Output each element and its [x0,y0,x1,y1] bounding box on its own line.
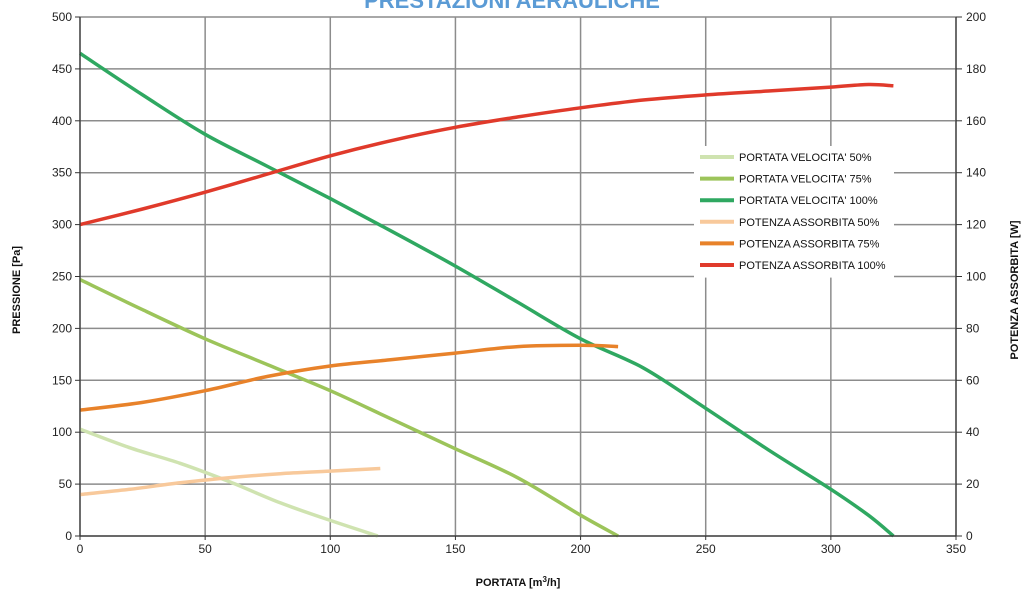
y-tick-label: 0 [65,529,72,543]
legend-background [694,146,894,278]
series-line-potenza-100 [79,82,894,227]
y-tick-label: 250 [52,270,72,284]
series-line-portata-100 [79,51,895,538]
y2-tick-label: 120 [966,218,986,232]
x-tick-label: 300 [821,542,841,556]
x-tick-label: 250 [696,542,716,556]
x-tick-label: 200 [571,542,591,556]
chart-title: PRESTAZIONI AERAULICHE [364,0,660,13]
legend-label-potenza-75: POTENZA ASSORBITA 75% [739,238,880,250]
axes [75,16,962,540]
legend: PORTATA VELOCITA' 50% PORTATA VELOCITA' 7… [694,146,894,278]
x-tick-label: 350 [946,542,966,556]
y-tick-label: 200 [52,321,72,335]
x-tick-label: 0 [77,542,84,556]
y2-axis-label: POTENZA ASSORBITA [W] [1009,220,1021,359]
series-line-portata-75 [79,278,619,538]
y2-tick-label: 140 [966,166,986,180]
legend-label-potenza-50: POTENZA ASSORBITA 50% [739,217,880,229]
y-tick-label: 300 [52,218,72,232]
x-tick-label: 50 [198,542,212,556]
y2-tick-label: 60 [966,373,980,387]
legend-label-portata-100: PORTATA VELOCITA' 100% [739,195,878,207]
series-line-potenza-50 [79,466,381,497]
y2-tick-label: 20 [966,477,980,491]
y2-tick-label: 160 [966,114,986,128]
legend-label-potenza-100: POTENZA ASSORBITA 100% [739,260,886,272]
y-tick-label: 100 [52,425,72,439]
x-tick-label: 150 [445,542,465,556]
tick-labels: 0 50 100 150 200 250 300 3500501001502002503003… [52,10,986,556]
legend-label-portata-75: PORTATA VELOCITA' 75% [739,174,872,186]
y-tick-label: 500 [52,10,72,24]
y2-tick-label: 40 [966,425,980,439]
y2-tick-label: 200 [966,10,986,24]
y-axis-label: PRESSIONE [Pa] [11,246,23,334]
y-tick-label: 400 [52,114,72,128]
y-tick-label: 350 [52,166,72,180]
y2-tick-label: 80 [966,321,980,335]
series-lines [79,51,895,538]
y-tick-label: 450 [52,62,72,76]
y-tick-label: 150 [52,373,72,387]
x-axis-label: PORTATA [m3/h] [476,575,561,589]
series-line-portata-50 [79,427,379,538]
y2-tick-label: 180 [966,62,986,76]
series-line-potenza-75 [79,343,619,412]
legend-label-portata-50: PORTATA VELOCITA' 50% [739,152,872,164]
y2-tick-label: 100 [966,270,986,284]
y-tick-label: 50 [59,477,73,491]
x-tick-label: 100 [320,542,340,556]
y2-tick-label: 0 [966,529,973,543]
